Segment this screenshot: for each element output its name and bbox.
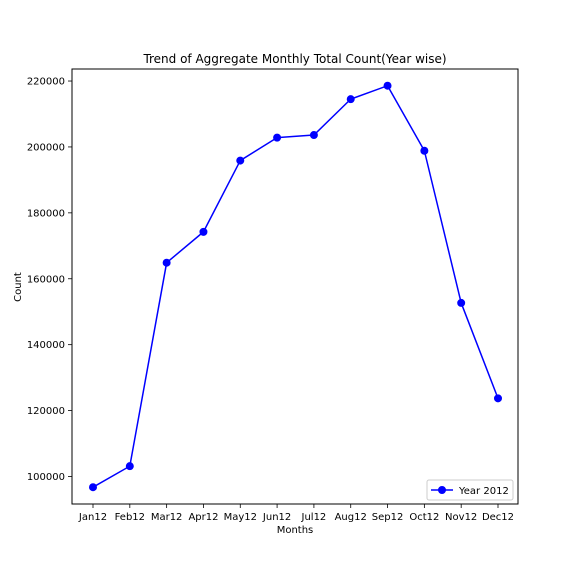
x-tick-label: Apr12 xyxy=(188,512,218,523)
data-point xyxy=(383,81,392,90)
x-tick-label: Jan12 xyxy=(78,512,107,523)
y-axis: 100000 120000 140000 160000 180000 200000 2200… xyxy=(27,77,72,483)
data-point xyxy=(309,131,318,140)
data-point xyxy=(273,133,282,142)
series-line xyxy=(92,84,499,488)
x-tick-label: Dec12 xyxy=(482,512,514,523)
legend-box xyxy=(426,479,514,501)
legend-marker xyxy=(438,486,446,494)
x-axis: Jan12 Feb12 Mar12 Apr12 May12 Jun12 Jul12 Aug12… xyxy=(78,504,514,523)
y-tick-label: 220000 xyxy=(27,77,65,88)
series-layer xyxy=(89,81,502,492)
x-tick-label: May12 xyxy=(224,512,257,523)
x-axis-label: Months xyxy=(277,525,314,536)
data-point xyxy=(236,156,245,165)
data-point xyxy=(457,298,466,307)
data-point xyxy=(494,394,502,403)
data-point xyxy=(420,146,429,155)
data-point xyxy=(125,462,134,471)
x-tick-label: Feb12 xyxy=(115,512,145,523)
data-point xyxy=(346,95,355,104)
y-tick-label: 100000 xyxy=(27,472,65,483)
x-tick-label: Nov12 xyxy=(445,512,477,523)
legend-label: Year 2012 xyxy=(458,486,509,497)
x-tick-label: Aug12 xyxy=(335,512,367,523)
y-axis-label: Count xyxy=(13,272,24,302)
plot-area-frame xyxy=(71,68,519,505)
chart-title: Trend of Aggregate Monthly Total Count(Y… xyxy=(142,52,446,66)
y-tick-label: 140000 xyxy=(27,340,65,351)
x-tick-label: Oct12 xyxy=(409,512,439,523)
data-point xyxy=(162,258,171,267)
legend: Year 2012 xyxy=(426,479,514,501)
y-tick-label: 120000 xyxy=(27,406,65,417)
y-tick-label: 200000 xyxy=(27,142,65,153)
y-tick-label: 160000 xyxy=(27,274,65,285)
x-tick-label: Jul12 xyxy=(301,512,327,523)
data-point xyxy=(199,227,208,236)
x-tick-label: Jun12 xyxy=(262,512,291,523)
x-tick-label: Mar12 xyxy=(151,512,183,523)
y-tick-label: 180000 xyxy=(27,208,65,219)
x-tick-label: Sep12 xyxy=(372,512,404,523)
data-point xyxy=(89,483,97,492)
